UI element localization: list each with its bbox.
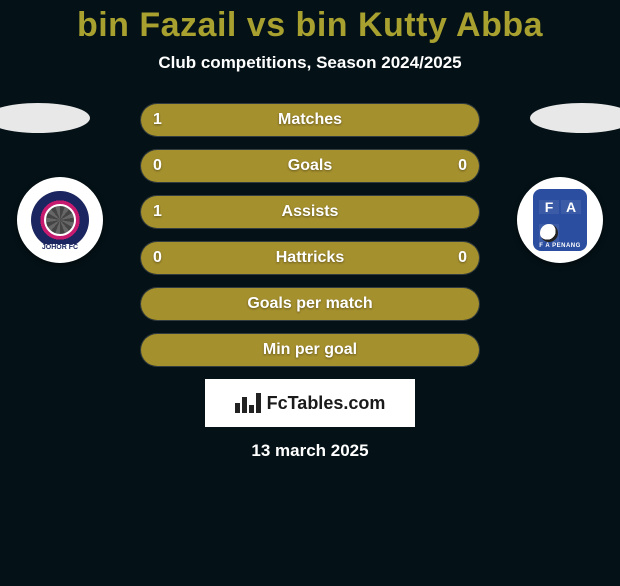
subtitle: Club competitions, Season 2024/2025 xyxy=(0,53,620,73)
stat-fill-left xyxy=(141,150,310,182)
page-title: bin Fazail vs bin Kutty Abba xyxy=(0,6,620,45)
stat-row: Min per goal xyxy=(140,333,480,367)
stat-row: 1 Matches xyxy=(140,103,480,137)
penang-logo-icon: FA F A PENANG xyxy=(533,189,587,251)
stat-label: Matches xyxy=(278,111,342,129)
attribution-badge: FcTables.com xyxy=(205,379,415,427)
stat-left-value: 1 xyxy=(153,203,162,221)
stat-right-value: 0 xyxy=(458,249,467,267)
stat-right-value: 0 xyxy=(458,157,467,175)
stat-label: Goals xyxy=(288,157,332,175)
stat-left-value: 0 xyxy=(153,157,162,175)
player-right-ellipse xyxy=(530,103,620,133)
player-right-slot: FA F A PENANG xyxy=(500,103,620,263)
player-left-ellipse xyxy=(0,103,90,133)
club-right-short: F A PENANG xyxy=(533,243,587,249)
stat-label: Goals per match xyxy=(247,295,372,313)
stat-label: Min per goal xyxy=(263,341,357,359)
comparison-panel: JOHOR FC FA F A PENANG 1 Matches 0 0 Goals 1 A… xyxy=(0,103,620,461)
bar-chart-icon xyxy=(235,393,261,413)
club-badge-right: FA F A PENANG xyxy=(517,177,603,263)
stat-fill-right xyxy=(310,150,479,182)
club-badge-left: JOHOR FC xyxy=(17,177,103,263)
stat-label: Hattricks xyxy=(276,249,344,267)
club-left-short: JOHOR FC xyxy=(40,244,80,251)
stat-row: Goals per match xyxy=(140,287,480,321)
stat-left-value: 1 xyxy=(153,111,162,129)
stat-row: 1 Assists xyxy=(140,195,480,229)
player-left-slot: JOHOR FC xyxy=(0,103,120,263)
stat-row: 0 0 Goals xyxy=(140,149,480,183)
stat-label: Assists xyxy=(282,203,339,221)
stat-row: 0 0 Hattricks xyxy=(140,241,480,275)
attribution-text: FcTables.com xyxy=(267,393,386,414)
stat-rows: 1 Matches 0 0 Goals 1 Assists 0 0 Hattricks Goals … xyxy=(140,103,480,367)
stat-left-value: 0 xyxy=(153,249,162,267)
johor-logo-icon: JOHOR FC xyxy=(31,191,89,249)
date-text: 13 march 2025 xyxy=(0,441,620,461)
